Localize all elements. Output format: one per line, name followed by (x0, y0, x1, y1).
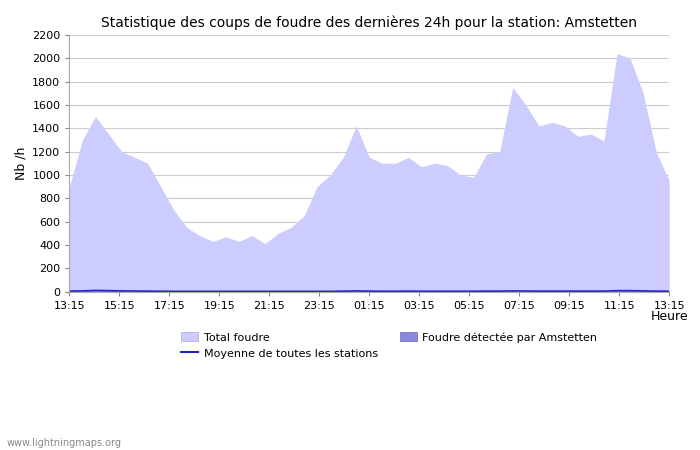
Title: Statistique des coups de foudre des dernières 24h pour la station: Amstetten: Statistique des coups de foudre des dern… (102, 15, 637, 30)
Text: www.lightningmaps.org: www.lightningmaps.org (7, 438, 122, 448)
Legend: Total foudre, Moyenne de toutes les stations, Foudre détectée par Amstetten: Total foudre, Moyenne de toutes les stat… (177, 328, 601, 363)
Y-axis label: Nb /h: Nb /h (15, 147, 28, 180)
X-axis label: Heure: Heure (650, 310, 688, 323)
